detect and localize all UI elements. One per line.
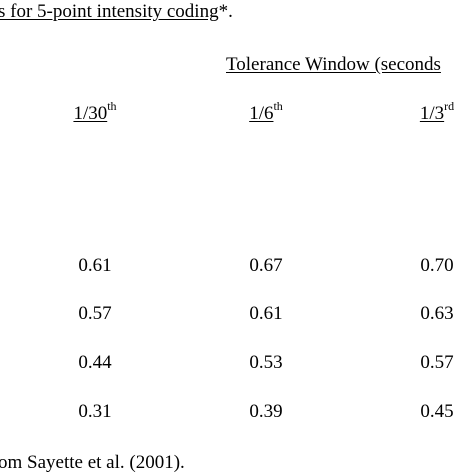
table-cell: 0.70 <box>420 255 454 276</box>
table-cell: 0.39 <box>249 401 283 422</box>
column-header-1-3rd: 1/3rd <box>419 99 455 124</box>
table-cell: 0.53 <box>249 352 283 373</box>
tolerance-window-header: Tolerance Window (seconds <box>226 54 441 75</box>
caption-suffix: *. <box>218 1 233 22</box>
table-caption: s for 5-point intensity coding*. <box>0 2 233 21</box>
column-header-1-6th: 1/6th <box>249 99 283 124</box>
column-header-1-30th: 1/30th <box>73 99 117 124</box>
table-footnote: om Sayette et al. (2001). <box>0 452 185 473</box>
table-cell: 0.57 <box>78 303 112 324</box>
table-cell: 0.63 <box>420 303 454 324</box>
table-cell: 0.44 <box>78 352 112 373</box>
table-cell: 0.45 <box>420 401 454 422</box>
table-cell: 0.57 <box>420 352 454 373</box>
table-cell: 0.61 <box>78 255 112 276</box>
table-cell: 0.67 <box>249 255 283 276</box>
caption-underlined: s for 5-point intensity coding <box>0 1 219 22</box>
table-cell: 0.31 <box>78 401 112 422</box>
table-cell: 0.61 <box>249 303 283 324</box>
